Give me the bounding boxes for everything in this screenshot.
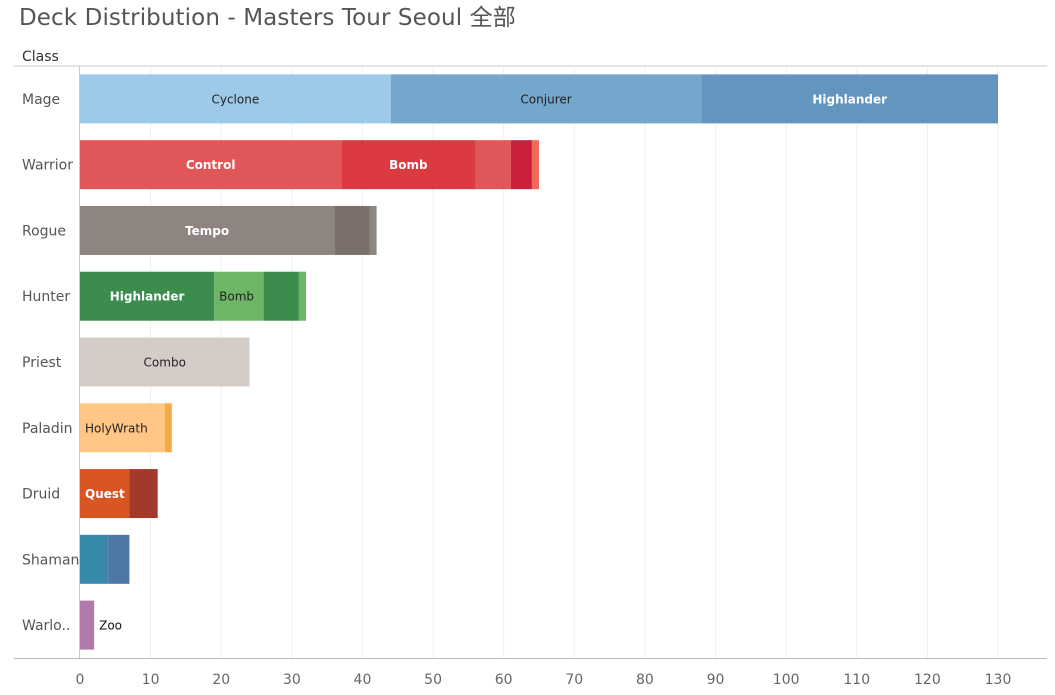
bar-segment[interactable] <box>129 469 158 519</box>
row-label-paladin: Paladin <box>22 421 73 437</box>
x-tick-label: 130 <box>985 672 1012 688</box>
bar-segment[interactable] <box>80 337 250 387</box>
row-label-druid: Druid <box>22 487 60 503</box>
x-tick-label: 100 <box>773 672 800 688</box>
x-tick-label: 80 <box>636 672 654 688</box>
bar-segment[interactable] <box>80 271 215 321</box>
bar-segment-label: Highlander <box>110 290 185 304</box>
bar-segment-label: HolyWrath <box>85 421 148 435</box>
row-label-mage: Mage <box>22 92 60 108</box>
row-header-label: Class <box>22 49 59 65</box>
row-label-rogue: Rogue <box>22 223 66 239</box>
bar-segment[interactable] <box>510 140 532 190</box>
x-tick-label: 0 <box>76 672 85 688</box>
x-tick-label: 50 <box>424 672 442 688</box>
bar-segment[interactable] <box>80 600 95 650</box>
row-label-warlo: Warlo.. <box>22 618 70 634</box>
bar-segment-label: Combo <box>144 356 186 370</box>
bar-segment[interactable] <box>298 271 306 321</box>
bar-segment-label: Zoo <box>99 619 122 633</box>
bar-segment-label: Bomb <box>389 158 428 172</box>
bar-segment[interactable] <box>531 140 539 190</box>
x-tick-label: 30 <box>283 672 301 688</box>
bar-segment-label: Cyclone <box>211 92 259 106</box>
bar-segment-label: Bomb <box>219 290 254 304</box>
x-tick-label: 60 <box>495 672 513 688</box>
bar-segment[interactable] <box>341 140 476 190</box>
bar-segment[interactable] <box>80 403 165 453</box>
x-tick-label: 70 <box>565 672 583 688</box>
bar-segment[interactable] <box>80 205 335 255</box>
row-label-hunter: Hunter <box>22 289 70 305</box>
bar-segment[interactable] <box>80 74 391 124</box>
bar-segment[interactable] <box>80 469 130 519</box>
row-label-shaman: Shaman <box>22 552 79 568</box>
bar-segment[interactable] <box>80 534 109 584</box>
bar-segment-label: Control <box>186 158 236 172</box>
bar-segment[interactable] <box>390 74 702 124</box>
bar-segment-label: Highlander <box>812 92 887 106</box>
row-label-priest: Priest <box>22 355 62 371</box>
x-tick-label: 120 <box>914 672 941 688</box>
bar-segment[interactable] <box>701 74 998 124</box>
x-tick-label: 10 <box>142 672 160 688</box>
bar-segment[interactable] <box>475 140 511 190</box>
bar-segment[interactable] <box>80 140 342 190</box>
x-tick-label: 20 <box>212 672 230 688</box>
bar-segment[interactable] <box>108 534 130 584</box>
chart-title: Deck Distribution - Masters Tour Seoul 全… <box>19 5 516 31</box>
bar-segment-label: Tempo <box>185 224 229 238</box>
bar-segment[interactable] <box>263 271 299 321</box>
bar-segment-label: Quest <box>85 487 125 501</box>
bar-segment[interactable] <box>369 205 377 255</box>
bar-segment[interactable] <box>334 205 370 255</box>
x-tick-label: 40 <box>354 672 372 688</box>
row-label-warrior: Warrior <box>22 158 73 174</box>
bar-segment[interactable] <box>164 403 172 453</box>
bar-segment[interactable] <box>214 271 264 321</box>
x-tick-label: 90 <box>707 672 725 688</box>
bar-segment-label: Conjurer <box>520 92 571 106</box>
x-tick-label: 110 <box>843 672 870 688</box>
